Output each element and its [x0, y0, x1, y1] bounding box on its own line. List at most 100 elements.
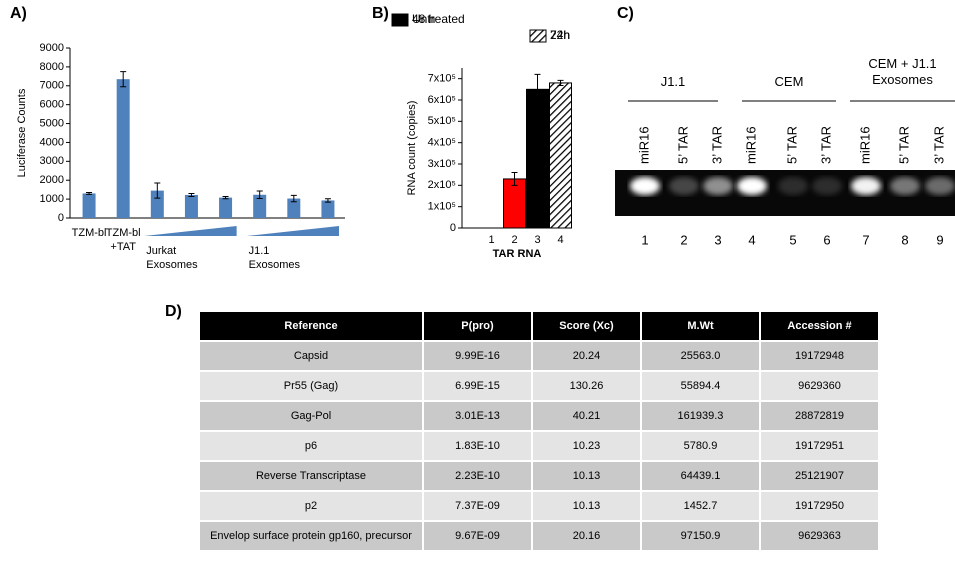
group-label: Jurkat Exosomes — [146, 244, 208, 272]
header-cell: Reference — [199, 311, 423, 341]
lane-label: 5’ TAR — [675, 126, 690, 164]
gel-band — [737, 177, 767, 195]
bar — [527, 89, 549, 228]
lane-number: 1 — [641, 232, 648, 247]
header-cell: Score (Xc) — [532, 311, 641, 341]
y-tick-label: 0 — [58, 212, 64, 224]
gel-group-label: J1.1 — [624, 74, 722, 90]
table-cell: p2 — [199, 491, 423, 521]
y-tick-label: 3x10⁵ — [428, 158, 456, 170]
gradient-triangle — [144, 226, 236, 236]
lane-label: 3’ TAR — [709, 126, 724, 164]
table-cell: Capsid — [199, 341, 423, 371]
table-cell: 9.99E-16 — [423, 341, 532, 371]
lane-label: miR16 — [857, 126, 872, 164]
y-tick-label: 7x10⁵ — [428, 73, 456, 85]
table-cell: 9629360 — [760, 371, 879, 401]
x-axis-label: TAR RNA — [493, 248, 542, 260]
lane-number: 6 — [823, 232, 830, 247]
bar — [219, 198, 232, 218]
table-cell: 25563.0 — [641, 341, 760, 371]
y-tick-label: 5x10⁵ — [428, 115, 456, 127]
gel-band — [630, 177, 660, 195]
table-cell: 20.16 — [532, 521, 641, 551]
y-tick-label: 8000 — [40, 61, 64, 73]
table-cell: 64439.1 — [641, 461, 760, 491]
table-cell: 10.13 — [532, 461, 641, 491]
bar — [550, 83, 572, 228]
table-cell: 9.67E-09 — [423, 521, 532, 551]
table-cell: 28872819 — [760, 401, 879, 431]
gel-group-label: CEM + J1.1 Exosomes — [846, 56, 955, 88]
y-tick-label: 6x10⁵ — [428, 94, 456, 106]
legend-label: 72h — [550, 28, 570, 42]
table-cell: 7.37E-09 — [423, 491, 532, 521]
lane-number: 3 — [714, 232, 721, 247]
y-tick-label: 2x10⁵ — [428, 179, 456, 191]
panel-label: B) — [372, 5, 389, 22]
y-tick-label: 9000 — [40, 42, 64, 54]
gel-band — [778, 177, 808, 195]
bar — [504, 179, 526, 228]
gel-band — [812, 177, 842, 195]
table-cell: 130.26 — [532, 371, 641, 401]
table-cell: 1452.7 — [641, 491, 760, 521]
y-axis-label: RNA count (copies) — [406, 101, 418, 196]
table-cell: 3.01E-13 — [423, 401, 532, 431]
gel-group-label: CEM — [738, 74, 840, 90]
gel-band — [851, 177, 881, 195]
table-cell: 5780.9 — [641, 431, 760, 461]
bar — [83, 193, 96, 218]
table-cell: 20.24 — [532, 341, 641, 371]
table-cell: 25121907 — [760, 461, 879, 491]
table-cell: 161939.3 — [641, 401, 760, 431]
header-cell: P(pro) — [423, 311, 532, 341]
gradient-triangle — [247, 226, 339, 236]
lane-label: 3’ TAR — [931, 126, 946, 164]
x-tick-label: TZM-bl +TAT — [102, 226, 144, 254]
table-cell: 19172951 — [760, 431, 879, 461]
y-tick-label: 4000 — [40, 136, 64, 148]
gel-band — [890, 177, 920, 195]
lane-number: 8 — [901, 232, 908, 247]
table-cell: 19172948 — [760, 341, 879, 371]
table-cell: 1.83E-10 — [423, 431, 532, 461]
group-label: J1.1 Exosomes — [249, 244, 311, 272]
panel-label: A) — [10, 5, 27, 22]
y-tick-label: 2000 — [40, 174, 64, 186]
lane-label: miR16 — [636, 126, 651, 164]
table-cell: 19172950 — [760, 491, 879, 521]
legend-swatch — [392, 14, 408, 26]
table-cell: Gag-Pol — [199, 401, 423, 431]
y-tick-label: 5000 — [40, 117, 64, 129]
bar — [117, 79, 130, 218]
table-cell: 10.23 — [532, 431, 641, 461]
panel-label: D) — [165, 303, 182, 320]
table-cell: 40.21 — [532, 401, 641, 431]
lane-label: miR16 — [743, 126, 758, 164]
lane-number: 2 — [680, 232, 687, 247]
table-cell: 10.13 — [532, 491, 641, 521]
table-cell: Pr55 (Gag) — [199, 371, 423, 401]
y-tick-label: 6000 — [40, 99, 64, 111]
y-tick-label: 3000 — [40, 155, 64, 167]
lane-number: 7 — [862, 232, 869, 247]
y-tick-label: 1000 — [40, 193, 64, 205]
x-tick-label: 4 — [545, 233, 576, 247]
y-axis-label: Luciferase Counts — [16, 88, 28, 177]
bar — [185, 195, 198, 218]
lane-number: 9 — [936, 232, 943, 247]
table-cell: p6 — [199, 431, 423, 461]
y-tick-label: 1x10⁵ — [428, 201, 456, 213]
lane-label: 5’ TAR — [896, 126, 911, 164]
panel-label: C) — [617, 5, 634, 22]
header-cell: Accession # — [760, 311, 879, 341]
bar — [321, 200, 334, 218]
